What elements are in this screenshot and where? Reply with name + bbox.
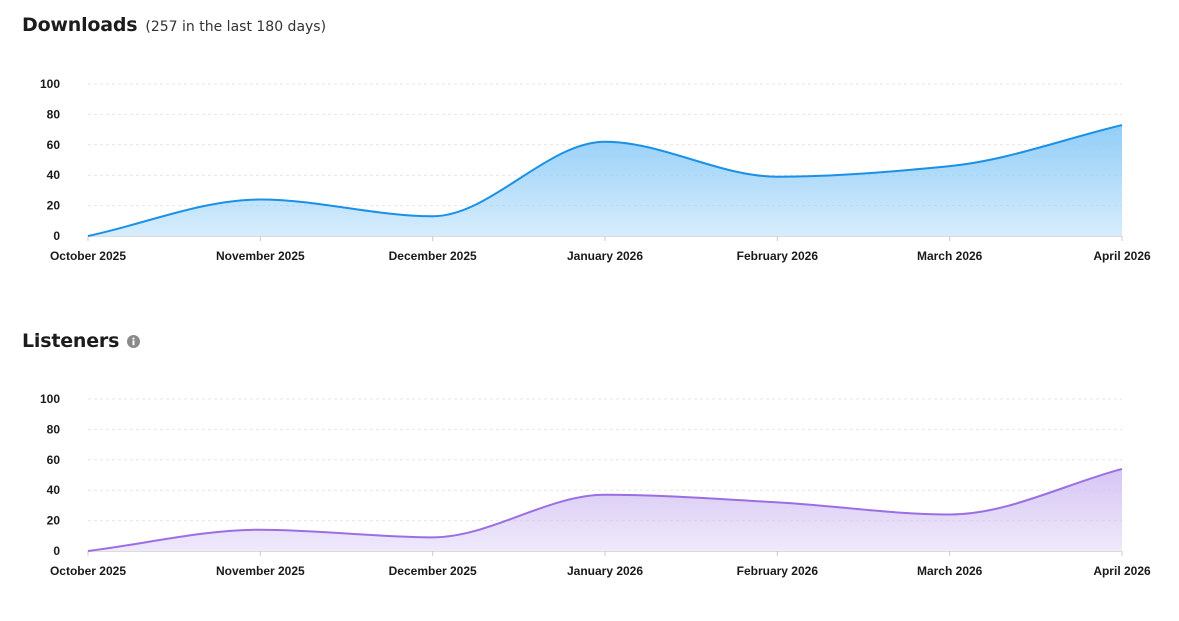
series-line xyxy=(87,467,1123,552)
x-tick-label: March 2026 xyxy=(917,564,983,578)
x-tick-label: April 2026 xyxy=(1093,564,1151,578)
x-tick-label: February 2026 xyxy=(737,564,819,578)
y-tick-label: 20 xyxy=(47,199,61,213)
downloads-subtitle: (257 in the last 180 days) xyxy=(145,19,327,35)
series-line xyxy=(87,124,1123,237)
y-tick-label: 100 xyxy=(40,392,60,406)
x-tick-label: November 2025 xyxy=(216,249,305,263)
x-tick-label: February 2026 xyxy=(737,249,819,263)
y-tick-label: 0 xyxy=(53,229,60,243)
x-tick-label: January 2026 xyxy=(567,249,643,263)
y-tick-label: 100 xyxy=(40,77,60,91)
y-tick-label: 20 xyxy=(47,514,61,528)
y-tick-label: 60 xyxy=(47,453,61,467)
listeners-header: Listeners xyxy=(22,330,141,352)
x-tick-label: November 2025 xyxy=(216,564,305,578)
series-area xyxy=(88,468,1122,551)
x-tick-label: December 2025 xyxy=(389,564,477,578)
y-tick-label: 40 xyxy=(47,483,61,497)
x-tick-label: March 2026 xyxy=(917,249,983,263)
downloads-header: Downloads (257 in the last 180 days) xyxy=(22,14,326,36)
listeners-chart: 0 20 40 60 80 100 October 2025 November 2025 Dec… xyxy=(40,392,1151,578)
y-tick-label: 80 xyxy=(47,107,61,121)
listeners-title: Listeners xyxy=(22,330,120,352)
y-tick-label: 80 xyxy=(47,422,61,436)
y-tick-label: 40 xyxy=(47,168,61,182)
info-icon[interactable] xyxy=(127,334,141,348)
y-tick-label: 0 xyxy=(53,544,60,558)
x-tick-label: December 2025 xyxy=(389,249,477,263)
downloads-title: Downloads xyxy=(22,14,138,36)
x-tick-label: April 2026 xyxy=(1093,249,1151,263)
x-tick-label: January 2026 xyxy=(567,564,643,578)
downloads-chart: 0 20 40 60 80 100 October 2025 November 2025 Dec… xyxy=(40,77,1151,263)
y-tick-label: 60 xyxy=(47,138,61,152)
x-tick-label: October 2025 xyxy=(50,249,126,263)
x-tick-label: October 2025 xyxy=(50,564,126,578)
